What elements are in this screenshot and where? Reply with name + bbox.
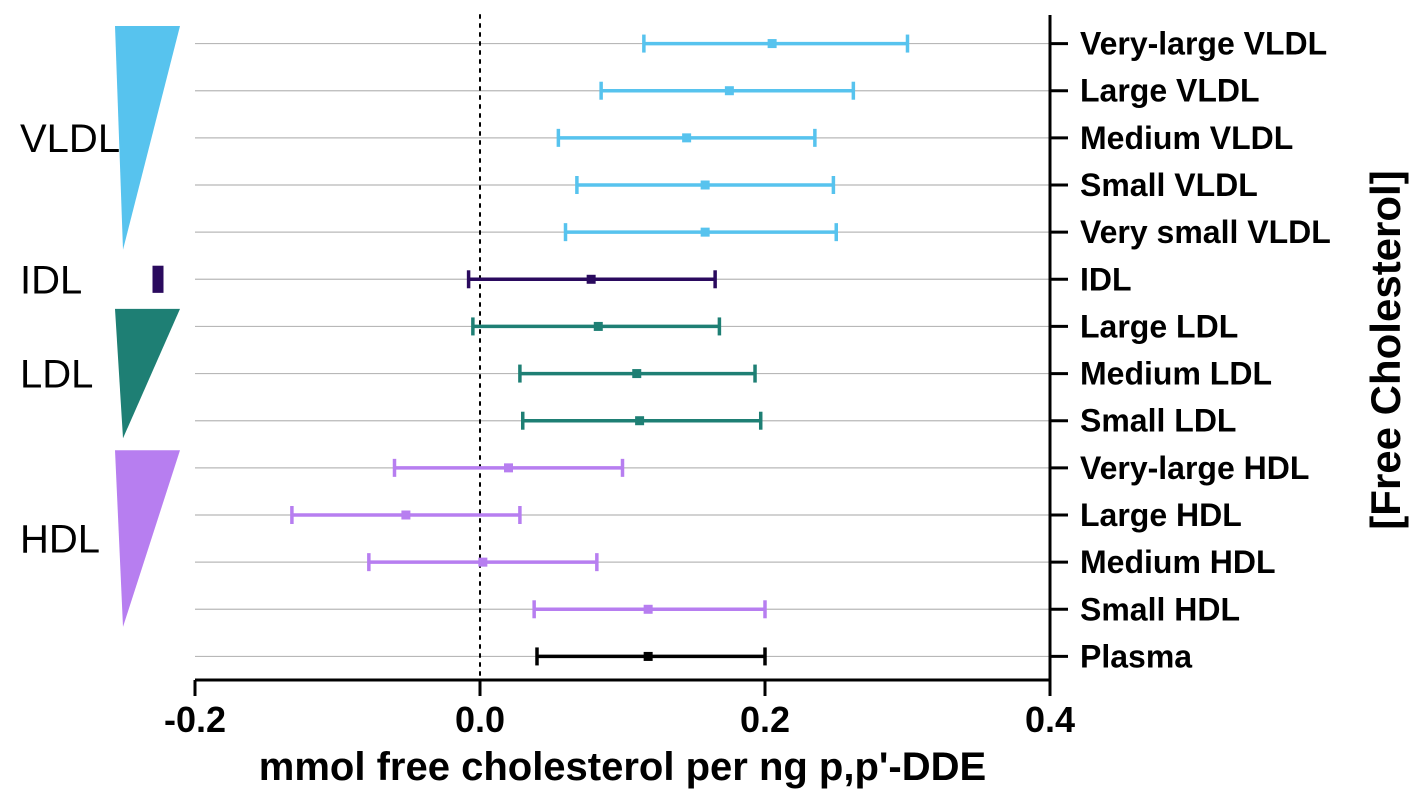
point-marker bbox=[632, 369, 641, 378]
group-label: VLDL bbox=[20, 117, 120, 161]
point-marker bbox=[587, 275, 596, 284]
point-marker bbox=[504, 463, 513, 472]
point-marker bbox=[701, 228, 710, 237]
point-marker bbox=[635, 416, 644, 425]
group-label: HDL bbox=[20, 518, 100, 562]
row-label: Small HDL bbox=[1080, 591, 1240, 627]
x-tick-label: 0.4 bbox=[1025, 699, 1075, 740]
x-tick-label: 0.0 bbox=[455, 699, 505, 740]
row-label: Medium LDL bbox=[1080, 356, 1272, 392]
row-label: Plasma bbox=[1080, 638, 1192, 674]
row-label: Very-large HDL bbox=[1080, 450, 1309, 486]
point-marker bbox=[701, 181, 710, 190]
point-marker bbox=[768, 39, 777, 48]
point-marker bbox=[682, 133, 691, 142]
chart-svg: -0.2 0.0 0.2 0.4 mmol free cholesterol per n… bbox=[0, 0, 1418, 793]
point-marker bbox=[401, 511, 410, 520]
point-marker bbox=[594, 322, 603, 331]
row-label: Medium HDL bbox=[1080, 544, 1276, 580]
forest-plot: -0.2 0.0 0.2 0.4 mmol free cholesterol per n… bbox=[0, 0, 1418, 793]
x-tick-label: 0.2 bbox=[740, 699, 790, 740]
row-label: Small LDL bbox=[1080, 403, 1236, 439]
row-label: Large HDL bbox=[1080, 497, 1242, 533]
point-marker bbox=[725, 86, 734, 95]
right-axis-title: [Free Cholesterol] bbox=[1362, 170, 1409, 529]
row-label: Very-large VLDL bbox=[1080, 26, 1327, 62]
group-label: LDL bbox=[20, 353, 93, 397]
x-tick-label: -0.2 bbox=[164, 699, 226, 740]
point-marker bbox=[644, 652, 653, 661]
row-label: Large LDL bbox=[1080, 308, 1238, 344]
row-label: Medium VLDL bbox=[1080, 120, 1293, 156]
point-marker bbox=[644, 605, 653, 614]
row-label: Large VLDL bbox=[1080, 73, 1260, 109]
x-axis-label: mmol free cholesterol per ng p,p'-DDE bbox=[259, 745, 986, 789]
group-label: IDL bbox=[20, 258, 82, 302]
group-marker-idl bbox=[153, 266, 164, 293]
row-label: Very small VLDL bbox=[1080, 214, 1331, 250]
row-label: IDL bbox=[1080, 261, 1132, 297]
row-label: Small VLDL bbox=[1080, 167, 1258, 203]
point-marker bbox=[478, 558, 487, 567]
